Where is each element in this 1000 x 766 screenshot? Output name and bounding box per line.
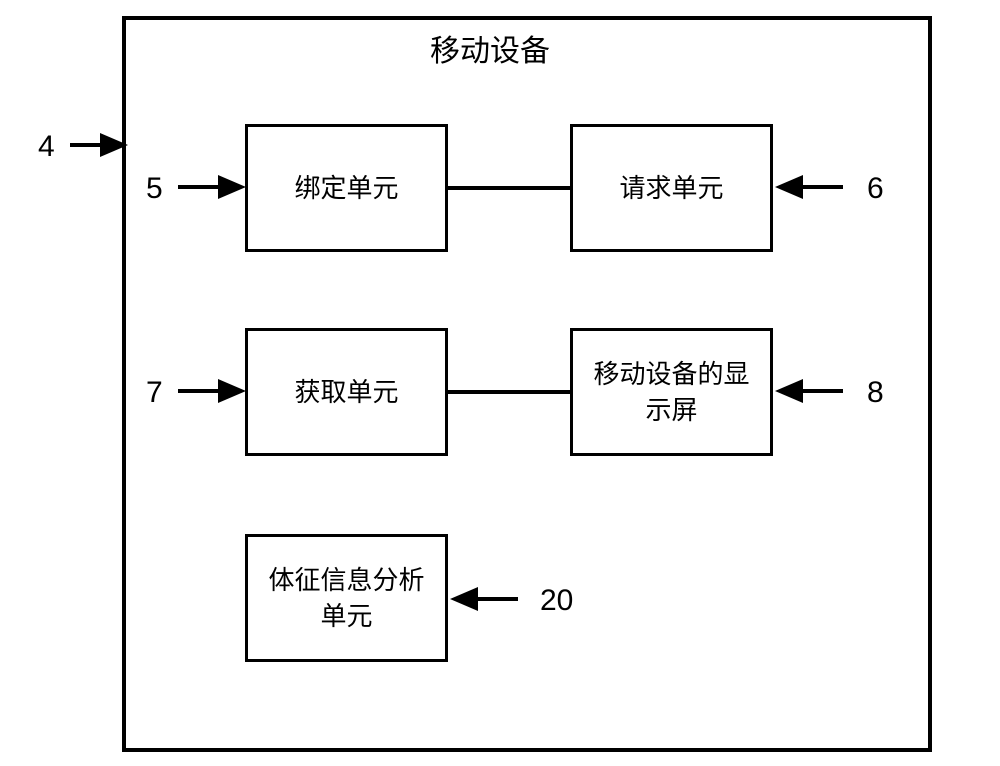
arrow-head-icon (218, 379, 246, 403)
node-binding: 绑定单元 (245, 124, 448, 252)
arrow-stem (178, 185, 220, 189)
connector-binding-request (448, 186, 570, 190)
arrow-stem (476, 597, 518, 601)
connector-acquire-screen (448, 390, 570, 394)
arrow-stem (801, 389, 843, 393)
diagram-root: 移动设备绑定单元 请求单元获取单元 移动设备的显示屏体征信息分析单元 4 5 6 7 8 20 (0, 0, 1000, 766)
diagram-title: 移动设备 (430, 26, 550, 70)
annotation-number-6: 6 (867, 172, 884, 206)
node-screen: 移动设备的显示屏 (570, 328, 773, 456)
arrow-head-icon (775, 175, 803, 199)
arrow-head-icon (775, 379, 803, 403)
arrow-head-icon (218, 175, 246, 199)
node-request: 请求单元 (570, 124, 773, 252)
arrow-head-icon (450, 587, 478, 611)
annotation-number-4: 4 (38, 130, 55, 164)
annotation-number-5: 5 (146, 172, 163, 206)
node-label: 移动设备的显示屏 (573, 356, 770, 429)
annotation-number-7: 7 (146, 376, 163, 410)
node-label: 请求单元 (609, 170, 733, 206)
arrow-head-icon (100, 133, 128, 157)
annotation-number-20: 20 (540, 584, 573, 618)
node-label: 体征信息分析单元 (248, 562, 445, 635)
node-label: 绑定单元 (284, 170, 408, 206)
annotation-number-8: 8 (867, 376, 884, 410)
node-analyze: 体征信息分析单元 (245, 534, 448, 662)
node-acquire: 获取单元 (245, 328, 448, 456)
arrow-stem (70, 143, 102, 147)
arrow-stem (178, 389, 220, 393)
arrow-stem (801, 185, 843, 189)
node-label: 获取单元 (284, 374, 408, 410)
